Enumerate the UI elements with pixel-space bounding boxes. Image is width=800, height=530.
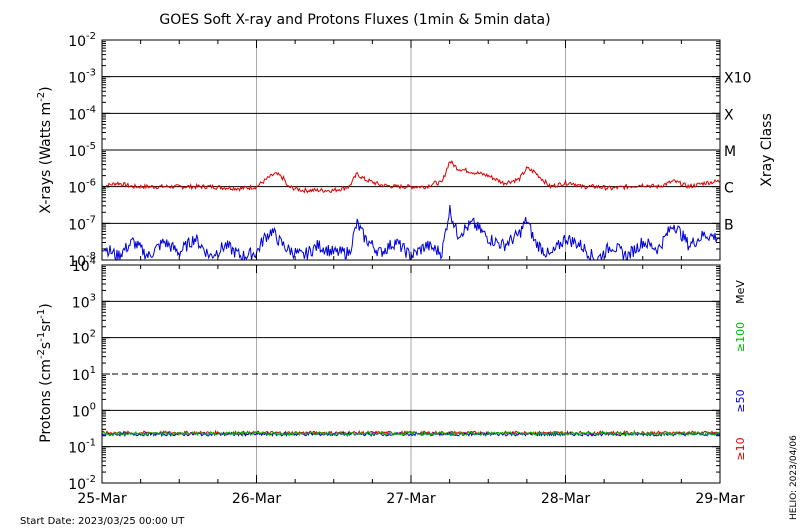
x-tick-label: 25-Mar	[77, 491, 127, 507]
y-tick-label: 10-2	[68, 31, 96, 50]
xray-class-label: C	[724, 181, 734, 197]
xray-class-label: X10	[724, 71, 751, 87]
proton-series	[101, 431, 721, 438]
proton-series	[101, 430, 721, 437]
credit-label: HELIO: 2023/04/06	[789, 435, 799, 520]
proton-energy-label: ≥10	[734, 437, 747, 460]
xray-class-label: X	[724, 107, 734, 123]
xray-class-label: M	[724, 144, 736, 160]
y-tick-label: 10-7	[68, 214, 96, 233]
proton-panel: 104 103 102 101 100 10-1 10-2 ≥100 ≥50 ≥10	[68, 256, 747, 493]
proton-energy-label: ≥100	[734, 322, 747, 352]
x-tick-label: 29-Mar	[695, 491, 745, 507]
xray-class-axis-title: Xray Class	[759, 113, 775, 187]
x-tick-label: 28-Mar	[541, 491, 591, 507]
y-tick-label: 10-2	[68, 474, 96, 493]
y-tick-label: 101	[72, 365, 96, 384]
mev-axis-title: MeV	[734, 280, 747, 304]
y-tick-label: 104	[72, 256, 96, 275]
y-tick-label: 10-3	[68, 68, 96, 87]
xray-class-label: B	[724, 217, 734, 233]
y-tick-label: 10-1	[68, 438, 96, 457]
y-tick-label: 10-5	[68, 141, 96, 160]
start-date-label: Start Date: 2023/03/25 00:00 UT	[20, 516, 185, 527]
y-tick-label: 10-4	[68, 104, 96, 123]
x-tick-label: 27-Mar	[386, 491, 436, 507]
y-tick-label: 10-8	[68, 251, 96, 270]
proton-y-axis-label: Protons (cm-2s-1sr-1)	[36, 303, 54, 442]
xray-y-axis-label: X-rays (Watts m-2)	[36, 86, 54, 213]
chart-title: GOES Soft X-ray and Protons Fluxes (1min…	[159, 12, 550, 28]
x-tick-label: 26-Mar	[232, 491, 282, 507]
xray-panel: 10-2 10-3 10-4 10-5 10-6 10-7 10-8 X10 X M C B	[68, 31, 751, 270]
y-tick-label: 103	[72, 292, 96, 311]
y-tick-label: 10-6	[68, 178, 96, 197]
xray-long-series	[101, 160, 721, 194]
y-tick-label: 102	[72, 329, 96, 348]
y-tick-label: 100	[72, 401, 96, 420]
proton-energy-label: ≥50	[734, 389, 747, 412]
time-axis: 25-Mar 26-Mar 27-Mar 28-Mar 29-Mar	[77, 491, 745, 507]
